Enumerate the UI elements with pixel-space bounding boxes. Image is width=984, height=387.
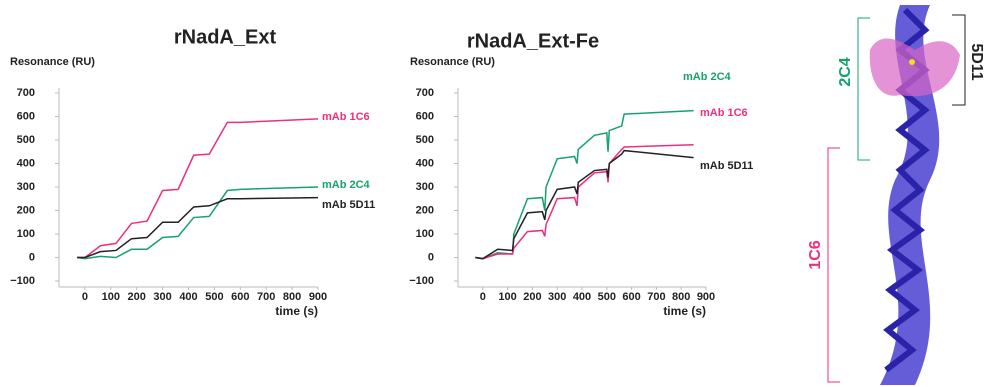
x-tick-label: 400 — [179, 291, 197, 303]
bracket-1c6 — [828, 148, 840, 382]
series-label: mAb 2C4 — [683, 71, 732, 83]
y-tick-label: 300 — [17, 181, 35, 193]
x-tick-label: 500 — [598, 291, 616, 303]
series-label: mAb 5D11 — [322, 199, 375, 211]
data-line — [475, 151, 693, 259]
chart-title: rNadA_Ext-Fe — [467, 30, 599, 52]
x-tick-label: 800 — [672, 291, 690, 303]
x-tick-label: 200 — [523, 291, 541, 303]
y-tick-label: 600 — [17, 110, 35, 122]
x-tick-label: 800 — [283, 291, 301, 303]
x-tick-label: 700 — [257, 291, 275, 303]
x-axis-label: time (s) — [663, 304, 706, 318]
x-tick-label: 900 — [309, 291, 327, 303]
series-label: mAb 5D11 — [700, 160, 753, 172]
y-tick-label: 200 — [416, 204, 434, 216]
y-tick-label: 400 — [17, 157, 35, 169]
x-tick-label: 100 — [102, 291, 120, 303]
chart-title: rNadA_Ext — [174, 26, 277, 48]
y-tick-label: 500 — [17, 134, 35, 146]
structure-panel: 2C4 5D11 1C6 — [807, 5, 984, 385]
x-tick-label: 900 — [697, 291, 715, 303]
x-tick-label: 700 — [647, 291, 665, 303]
data-line — [475, 145, 693, 259]
x-tick-label: 0 — [480, 291, 486, 303]
series-label: mAb 2C4 — [322, 179, 371, 191]
structure-label: 2C4 — [837, 57, 854, 86]
x-tick-label: 300 — [153, 291, 171, 303]
iron-ion — [909, 59, 915, 65]
series-label: mAb 1C6 — [700, 107, 748, 119]
y-axis-label: Resonance (RU) — [10, 56, 95, 68]
x-tick-label: 600 — [231, 291, 249, 303]
structure-label: 1C6 — [807, 240, 824, 269]
y-tick-label: 100 — [416, 228, 434, 240]
y-tick-label: 700 — [17, 87, 35, 99]
structure-label: 5D11 — [968, 43, 984, 80]
y-tick-label: −100 — [10, 275, 35, 287]
x-tick-label: 200 — [128, 291, 146, 303]
x-tick-label: 500 — [205, 291, 223, 303]
bracket-2c4 — [858, 18, 870, 160]
y-tick-label: 500 — [416, 134, 434, 146]
y-tick-label: 600 — [416, 110, 434, 122]
y-tick-label: 0 — [428, 251, 434, 263]
y-tick-label: −100 — [409, 275, 434, 287]
y-tick-label: 0 — [29, 251, 35, 263]
y-tick-label: 200 — [17, 204, 35, 216]
y-tick-label: 400 — [416, 157, 434, 169]
y-tick-label: 100 — [17, 228, 35, 240]
x-axis-label: time (s) — [275, 304, 318, 318]
data-line — [77, 198, 318, 258]
data-line — [475, 111, 693, 259]
y-axis-label: Resonance (RU) — [410, 56, 495, 68]
figure: 2C4 5D11 1C6 rNadA_Ext Resonance (RU) time… — [0, 0, 984, 387]
x-tick-label: 400 — [573, 291, 591, 303]
x-tick-label: 300 — [548, 291, 566, 303]
x-tick-label: 600 — [622, 291, 640, 303]
x-tick-label: 0 — [82, 291, 88, 303]
x-tick-label: 100 — [498, 291, 516, 303]
y-tick-label: 700 — [416, 87, 434, 99]
series-label: mAb 1C6 — [322, 111, 370, 123]
y-tick-label: 300 — [416, 181, 434, 193]
